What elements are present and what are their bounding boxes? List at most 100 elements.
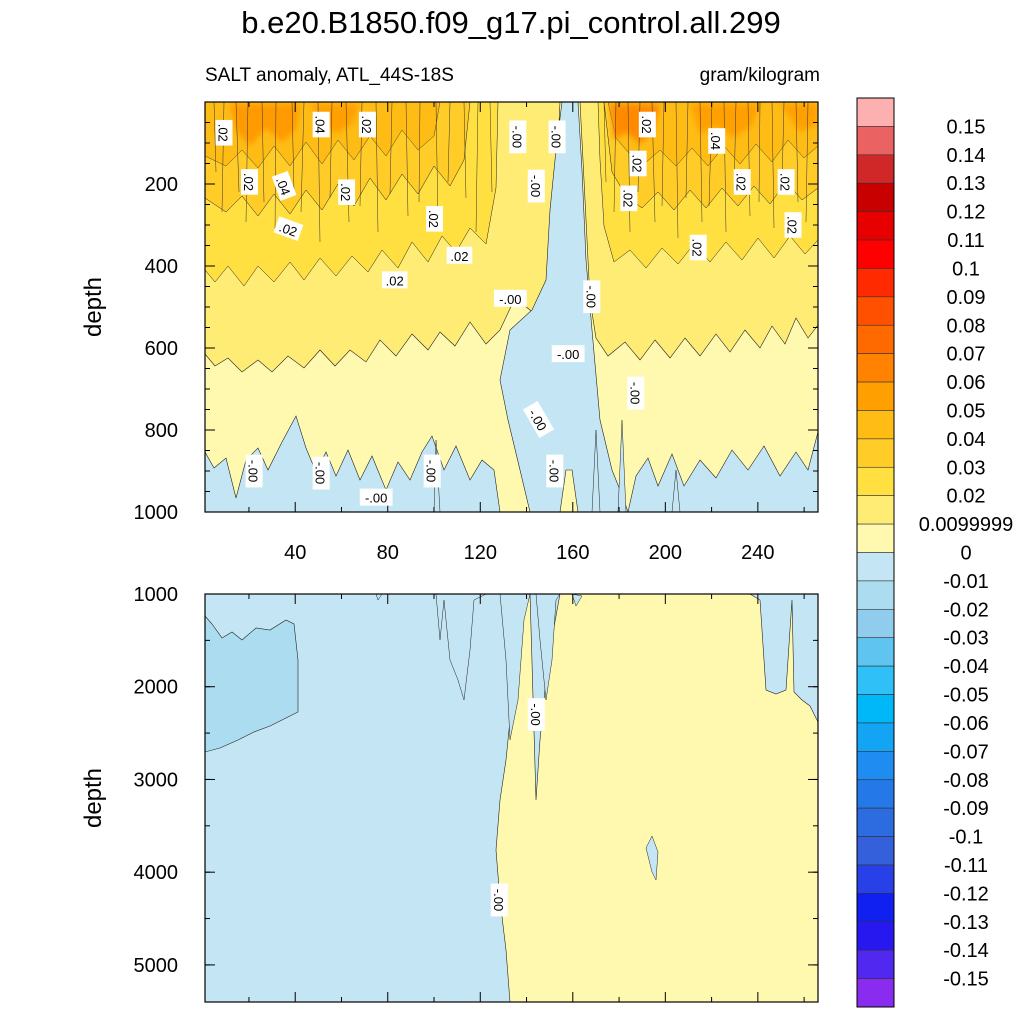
contour-label-text: .02 [386, 273, 404, 288]
contour-label-bg [627, 376, 645, 410]
colorbar-swatch [856, 864, 895, 894]
contour-label: .02 [215, 119, 233, 146]
contour-label: -.00 [551, 345, 585, 363]
lower-y-axis-label: depth [80, 768, 107, 828]
contour-label-bg [527, 698, 545, 731]
upper-contour-streaks [213, 102, 809, 243]
colorbar-label: 0.09 [947, 287, 986, 309]
contour-label-text: .02 [690, 239, 705, 257]
colorbar-swatch [856, 154, 895, 184]
upper-hotspot-right-b [690, 104, 760, 138]
x-tick-label: 80 [377, 542, 399, 564]
colorbar-label: -0.09 [943, 798, 989, 820]
upper-fill-negative-bottom [205, 415, 501, 512]
colorbar-swatch [856, 807, 895, 837]
upper-streaks-right [603, 102, 809, 239]
y-tick-label: 1000 [134, 502, 179, 524]
contour-label-text: .02 [426, 210, 441, 228]
colorbar-swatch [856, 779, 895, 809]
upper-deep-spike-b [591, 429, 601, 512]
colorbar-label: -0.12 [943, 883, 989, 905]
contour-label-bg [423, 454, 441, 488]
contour-label-bg [784, 212, 802, 238]
contour-label: .04 [708, 128, 726, 154]
contour-label-text: .02 [630, 154, 645, 172]
contour-label-bg [245, 454, 263, 488]
contour-label-bg [733, 169, 751, 195]
colorbar-swatch [856, 523, 895, 553]
colorbar-swatch [856, 182, 895, 212]
contour-label: -.00 [627, 376, 645, 410]
colorbar-label: 0.12 [947, 202, 986, 224]
contour-label-text: -.00 [557, 347, 579, 362]
colorbar-label: 0.04 [947, 429, 986, 451]
colorbar-label: 0.03 [947, 457, 986, 479]
y-tick-label: 600 [145, 338, 178, 360]
contour-label-bg [215, 119, 233, 146]
contour-label: -.00 [527, 698, 545, 731]
colorbar-label: 0.11 [947, 230, 984, 252]
colorbar-swatch [856, 211, 895, 241]
colorbar-swatch [856, 239, 895, 269]
contour-label-bg [638, 111, 656, 138]
colorbar-label: 0.02 [947, 486, 986, 508]
colorbar-label: 0.07 [947, 344, 986, 366]
contour-label: .02 [446, 246, 473, 264]
lower-negative-tongue-c [535, 594, 561, 701]
upper-plot-area [205, 102, 818, 512]
contour-label: -.00 [312, 456, 330, 490]
contour-label: -.00 [527, 169, 545, 203]
colorbar-swatch [856, 836, 895, 866]
y-tick-label: 5000 [134, 955, 179, 977]
main-title: b.e20.B1850.f09_g17.pi_control.all.299 [241, 5, 781, 40]
colorbar-label: -0.05 [943, 685, 989, 707]
colorbar-label: 0.08 [947, 315, 986, 337]
contour-label-text: .02 [639, 116, 654, 134]
contour-label-bg [271, 170, 297, 201]
contour-label: -.00 [509, 120, 527, 154]
colorbar-swatch [856, 296, 895, 326]
y-tick-label: 800 [145, 420, 178, 442]
colorbar-label: 0.14 [947, 145, 986, 167]
x-tick-label: 40 [284, 542, 306, 564]
colorbar-label: -0.01 [943, 571, 989, 593]
lower-negative-tongues [375, 594, 659, 881]
x-tick-label: 200 [649, 542, 682, 564]
contour-label-text: .02 [450, 249, 468, 264]
upper-y-tick-labels: 200 400 600 800 1000 [134, 174, 179, 524]
contour-label: .02 [638, 111, 656, 138]
upper-hotspot-mid [310, 104, 360, 134]
colorbar-label: 0.13 [947, 173, 986, 195]
colorbar-label: 0.05 [947, 400, 986, 422]
contour-label-text: -.00 [491, 889, 506, 911]
contour-label-text: .02 [241, 173, 256, 191]
contour-label-text: -.00 [528, 703, 543, 725]
contour-label-text: .02 [778, 173, 793, 191]
contour-label-text: -.00 [424, 460, 439, 482]
contour-label: .02 [358, 111, 376, 138]
contour-label-text: -.00 [528, 175, 543, 197]
contour-label-bg [426, 206, 444, 232]
contour-label-text: .02 [734, 173, 749, 191]
colorbar-label: 0.1 [952, 258, 980, 280]
lower-panel: 1000 2000 3000 4000 5000 -.00 -.00 depth [80, 584, 819, 1003]
contour-label: .02 [240, 169, 258, 195]
lower-negative-tongue-e [645, 835, 659, 881]
contour-label: -.00 [493, 289, 527, 307]
y-tick-label: 2000 [134, 677, 179, 699]
y-tick-label: 400 [145, 256, 178, 278]
contour-label: -.00 [583, 280, 601, 314]
contour-label-bg [522, 401, 555, 438]
x-tick-label: 160 [556, 542, 589, 564]
contour-label-text: -.00 [509, 126, 524, 148]
y-tick-label: 1000 [134, 584, 179, 606]
contour-label: .02 [620, 185, 638, 212]
colorbar-label: -0.1 [949, 827, 983, 849]
contour-label: .02 [381, 271, 408, 289]
contour-label-text: .02 [338, 183, 353, 201]
colorbar-swatch [856, 893, 895, 923]
contour-label-bg [629, 150, 647, 177]
contour-label-bg [312, 111, 330, 138]
contour-label-text: .04 [313, 116, 328, 134]
contour-label-text: -.00 [583, 286, 598, 308]
